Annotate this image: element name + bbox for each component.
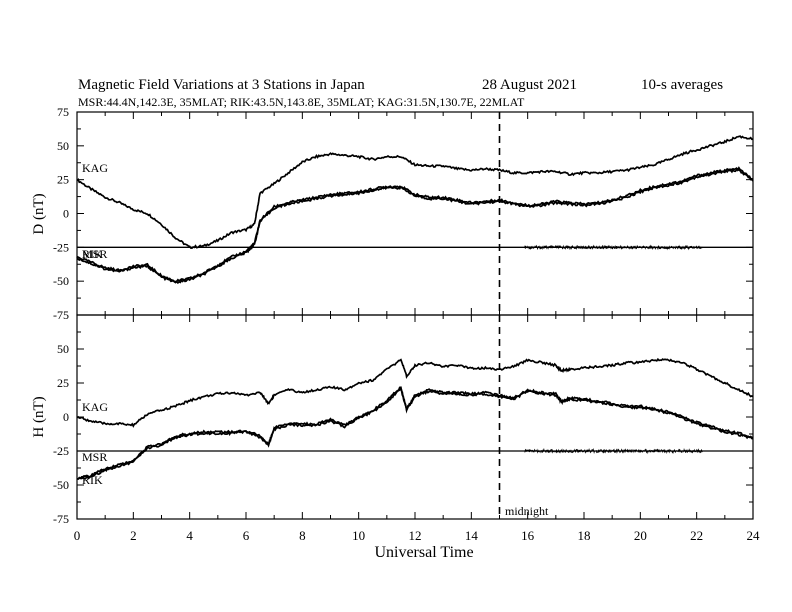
x-tick-label: 18 <box>578 528 591 543</box>
series-label-msr: MSR <box>82 247 107 261</box>
y-tick-label: -50 <box>53 274 69 288</box>
series-label-msr: MSR <box>82 450 107 464</box>
y-tick-label: 0 <box>63 410 69 424</box>
x-tick-label: 2 <box>130 528 137 543</box>
y-tick-label: -25 <box>53 444 69 458</box>
series-line-kag <box>76 135 754 249</box>
x-tick-label: 16 <box>521 528 535 543</box>
y-tick-label: 25 <box>57 173 69 187</box>
y-tick-label: 50 <box>57 342 69 356</box>
y-tick-label: -75 <box>53 308 69 322</box>
series-line-msr <box>76 166 754 283</box>
panel-h-frame <box>76 314 754 520</box>
panel-h-ylabel: H (nT) <box>31 396 47 437</box>
series-label-rik: RIK <box>82 247 103 261</box>
series-line-kag <box>76 357 754 428</box>
difference-noise <box>524 244 703 251</box>
difference-noise <box>524 447 703 455</box>
series-line-rik <box>76 387 754 480</box>
y-tick-label: 75 <box>57 105 69 119</box>
x-tick-label: 6 <box>243 528 250 543</box>
x-tick-label: 10 <box>352 528 365 543</box>
y-tick-label: -50 <box>53 478 69 492</box>
series-line-rik <box>76 168 754 285</box>
x-tick-label: 14 <box>465 528 479 543</box>
series-line-msr <box>76 386 754 480</box>
chart-title: Magnetic Field Variations at 3 Stations … <box>78 77 365 93</box>
series-label-rik: RIK <box>82 473 103 487</box>
y-tick-label: -75 <box>53 512 69 526</box>
x-tick-label: 22 <box>690 528 703 543</box>
panel-d-ylabel: D (nT) <box>31 193 47 234</box>
x-tick-label: 4 <box>186 528 193 543</box>
stations-info: MSR:44.4N,142.3E, 35MLAT; RIK:43.5N,143.… <box>78 95 525 109</box>
y-tick-label: 25 <box>57 376 69 390</box>
x-axis-label: Universal Time <box>374 544 473 561</box>
panel-d-frame <box>76 111 754 316</box>
y-tick-label: -25 <box>53 240 69 254</box>
series-label-kag: KAG <box>82 161 108 175</box>
x-tick-label: 0 <box>74 528 81 543</box>
y-tick-label: 50 <box>57 139 69 153</box>
x-tick-label: 12 <box>409 528 422 543</box>
series-label-kag: KAG <box>82 400 108 414</box>
averaging-label: 10-s averages <box>641 77 723 93</box>
x-tick-label: 20 <box>634 528 647 543</box>
midnight-label: midnight <box>505 504 549 518</box>
chart-date: 28 August 2021 <box>482 77 577 93</box>
x-tick-label: 24 <box>747 528 761 543</box>
y-tick-label: 0 <box>63 207 69 221</box>
x-tick-label: 8 <box>299 528 306 543</box>
